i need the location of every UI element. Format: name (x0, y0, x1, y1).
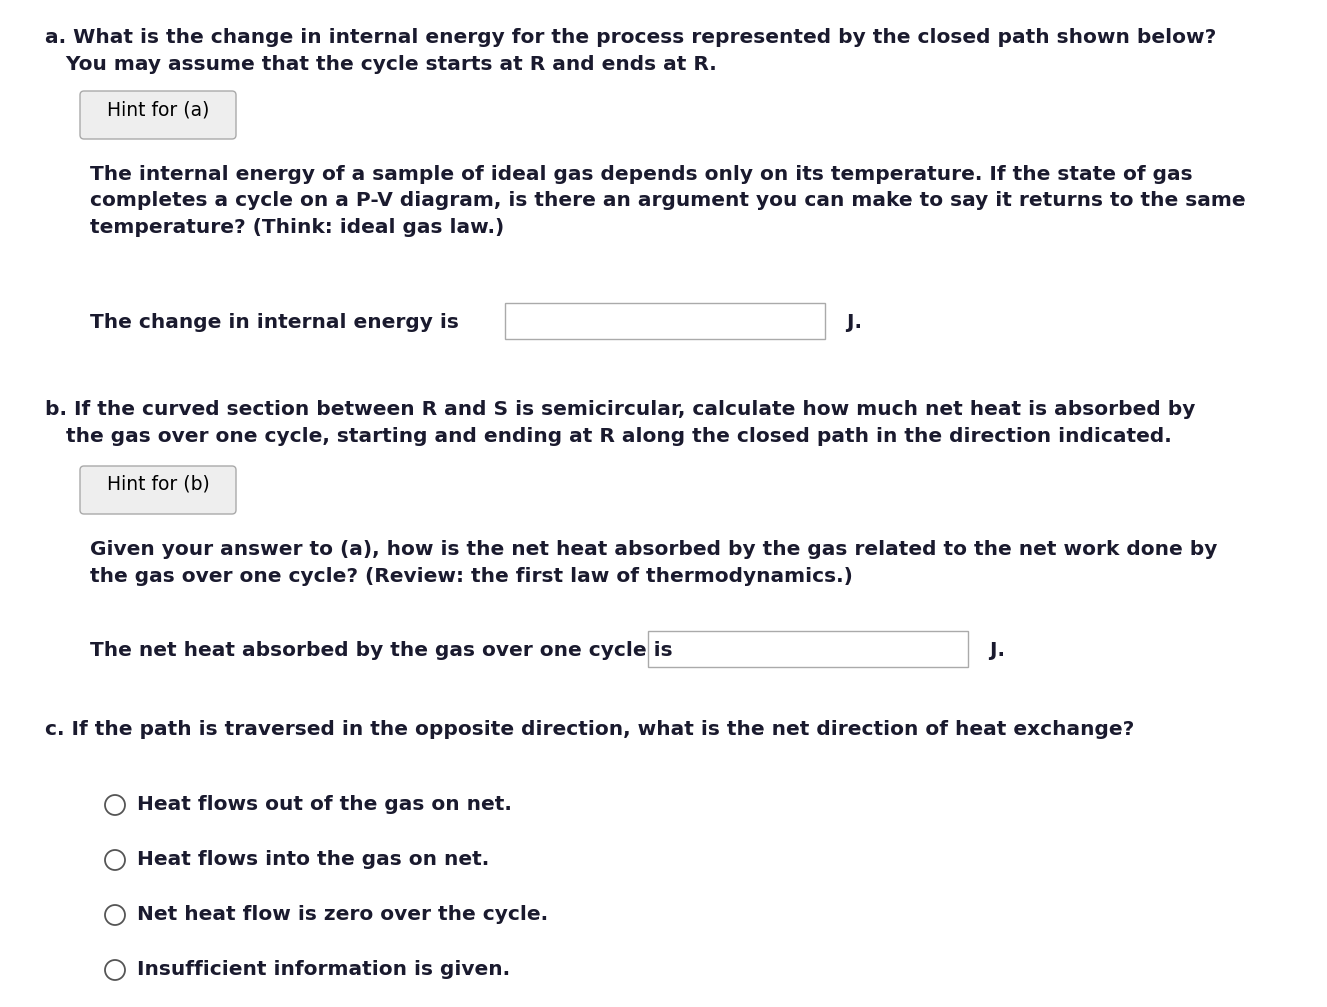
Ellipse shape (105, 905, 125, 925)
Text: J.: J. (975, 641, 1005, 660)
Ellipse shape (105, 850, 125, 870)
Text: Heat flows out of the gas on net.: Heat flows out of the gas on net. (137, 795, 512, 814)
Text: c. If the path is traversed in the opposite direction, what is the net direction: c. If the path is traversed in the oppos… (45, 720, 1135, 739)
FancyBboxPatch shape (80, 91, 236, 139)
Text: The change in internal energy is: The change in internal energy is (90, 313, 459, 332)
Text: Net heat flow is zero over the cycle.: Net heat flow is zero over the cycle. (137, 905, 548, 924)
Text: Hint for (a): Hint for (a) (106, 100, 210, 119)
Text: Insufficient information is given.: Insufficient information is given. (137, 960, 510, 979)
Text: Heat flows into the gas on net.: Heat flows into the gas on net. (137, 850, 490, 869)
Text: a. What is the change in internal energy for the process represented by the clos: a. What is the change in internal energy… (45, 28, 1217, 74)
Ellipse shape (105, 960, 125, 980)
Text: Hint for (b): Hint for (b) (106, 475, 210, 494)
Text: The internal energy of a sample of ideal gas depends only on its temperature. If: The internal energy of a sample of ideal… (90, 165, 1246, 237)
FancyBboxPatch shape (80, 466, 236, 514)
Text: Given your answer to (a), how is the net heat absorbed by the gas related to the: Given your answer to (a), how is the net… (90, 540, 1217, 585)
Ellipse shape (105, 795, 125, 815)
Text: The net heat absorbed by the gas over one cycle is: The net heat absorbed by the gas over on… (90, 641, 673, 660)
FancyBboxPatch shape (648, 631, 967, 667)
Text: J.: J. (833, 313, 863, 332)
Text: b. If the curved section between R and S is semicircular, calculate how much net: b. If the curved section between R and S… (45, 400, 1196, 445)
FancyBboxPatch shape (506, 303, 825, 339)
